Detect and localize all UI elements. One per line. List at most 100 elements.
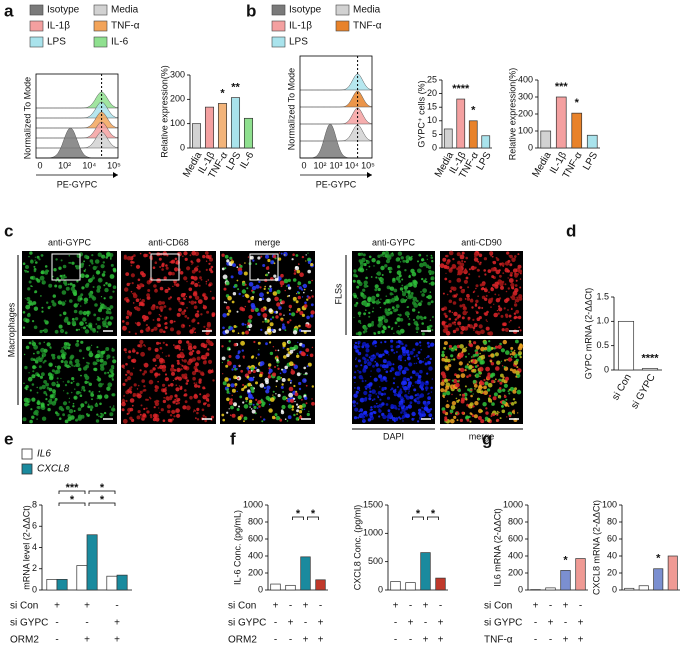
micrograph-signal — [408, 362, 412, 366]
micrograph-signal — [287, 348, 290, 351]
micrograph-signal — [259, 286, 261, 288]
micrograph-signal — [74, 389, 75, 390]
micrograph-signal — [384, 264, 387, 267]
micrograph-signal — [507, 260, 510, 263]
micrograph-signal — [426, 381, 429, 384]
micrograph-signal — [212, 369, 213, 370]
condition-mark: + — [114, 618, 120, 629]
micrograph-signal — [479, 324, 483, 328]
micrograph-signal — [510, 283, 514, 287]
micrograph-signal — [376, 368, 381, 373]
condition-mark: + — [578, 635, 584, 646]
micrograph-signal — [168, 419, 171, 422]
micrograph-signal — [25, 319, 29, 323]
micrograph-signal — [197, 310, 199, 312]
micrograph-signal — [412, 370, 416, 374]
significance: **** — [452, 83, 470, 95]
micrograph-signal — [177, 297, 181, 301]
micrograph-signal — [490, 375, 493, 378]
micrograph-signal — [287, 420, 289, 422]
micrograph-signal — [195, 417, 197, 419]
micrograph-signal — [239, 396, 242, 399]
micrograph-signal — [112, 393, 115, 396]
micrograph-signal — [225, 255, 229, 259]
condition-label: si Con — [10, 601, 38, 612]
micrograph-signal — [431, 257, 434, 260]
micrograph-signal — [369, 387, 371, 389]
micrograph-signal — [406, 351, 408, 353]
x-tick-label: LPS — [581, 150, 600, 172]
y-tick-label: 0 — [432, 142, 437, 152]
micrograph-signal — [43, 391, 46, 394]
micrograph-signal — [502, 401, 506, 405]
micrograph-signal — [416, 327, 420, 331]
micrograph-signal — [311, 295, 313, 297]
micrograph-signal — [159, 266, 161, 268]
bar — [286, 585, 296, 590]
micrograph-signal — [399, 345, 401, 347]
micrograph-signal — [125, 400, 127, 402]
micrograph-signal — [34, 375, 35, 376]
micrograph-signal — [376, 260, 380, 264]
micrograph-signal — [60, 275, 63, 278]
micrograph-signal — [387, 286, 391, 290]
bar — [541, 131, 551, 148]
micrograph-signal — [366, 385, 369, 388]
micrograph-signal — [125, 374, 127, 376]
micrograph-signal — [474, 388, 476, 390]
micrograph-signal — [98, 253, 102, 257]
micrograph-signal — [504, 283, 506, 285]
micrograph-signal — [168, 272, 172, 276]
micrograph-signal — [488, 355, 490, 357]
micrograph-signal — [231, 259, 233, 261]
micrograph-signal — [202, 386, 205, 389]
micrograph-signal — [515, 376, 517, 378]
micrograph-signal — [484, 312, 488, 316]
micrograph-signal — [183, 276, 187, 280]
micrograph-signal — [89, 383, 92, 386]
micrograph-signal — [31, 416, 34, 419]
micrograph-signal — [210, 291, 212, 293]
micrograph-signal — [130, 261, 133, 264]
micrograph-signal — [292, 408, 294, 410]
micrograph-signal — [298, 419, 299, 420]
micrograph-signal — [363, 312, 366, 315]
y-tick-label: 0 — [518, 584, 523, 594]
micrograph-signal — [129, 417, 132, 420]
micrograph-signal — [298, 406, 299, 407]
micrograph-signal — [372, 343, 374, 345]
micrograph-signal — [226, 306, 230, 310]
micrograph-signal — [398, 252, 402, 256]
micrograph-signal — [413, 319, 415, 321]
micrograph-signal — [71, 287, 75, 291]
micrograph-signal — [65, 276, 67, 278]
micrograph-signal — [182, 349, 184, 351]
micrograph-signal — [257, 256, 260, 259]
micrograph-signal — [74, 410, 76, 412]
micrograph-signal — [304, 302, 307, 305]
micrograph-signal — [415, 381, 418, 384]
micrograph-signal — [166, 317, 168, 319]
micrograph-signal — [514, 401, 517, 404]
micrograph-signal — [483, 269, 486, 272]
micrograph-signal — [32, 340, 34, 342]
micrograph-signal — [413, 388, 416, 391]
micrograph-signal — [107, 321, 112, 326]
micrograph-signal — [186, 296, 187, 297]
micrograph-signal — [228, 310, 231, 313]
micrograph-signal — [167, 410, 170, 413]
micrograph-signal — [63, 280, 67, 284]
micrograph-signal — [301, 373, 302, 374]
micrograph-signal — [198, 282, 199, 283]
y-tick-label: 10 — [427, 115, 437, 125]
significance: * — [100, 494, 105, 506]
micrograph-signal — [226, 388, 229, 391]
micrograph-signal — [279, 419, 282, 422]
micrograph-signal — [165, 264, 168, 267]
y-tick-label: 0 — [378, 584, 383, 594]
micrograph-signal — [253, 341, 255, 343]
micrograph-signal — [193, 394, 198, 399]
micrograph-signal — [304, 289, 306, 291]
image-label: anti-CD68 — [148, 237, 189, 247]
micrograph-signal — [135, 333, 137, 335]
